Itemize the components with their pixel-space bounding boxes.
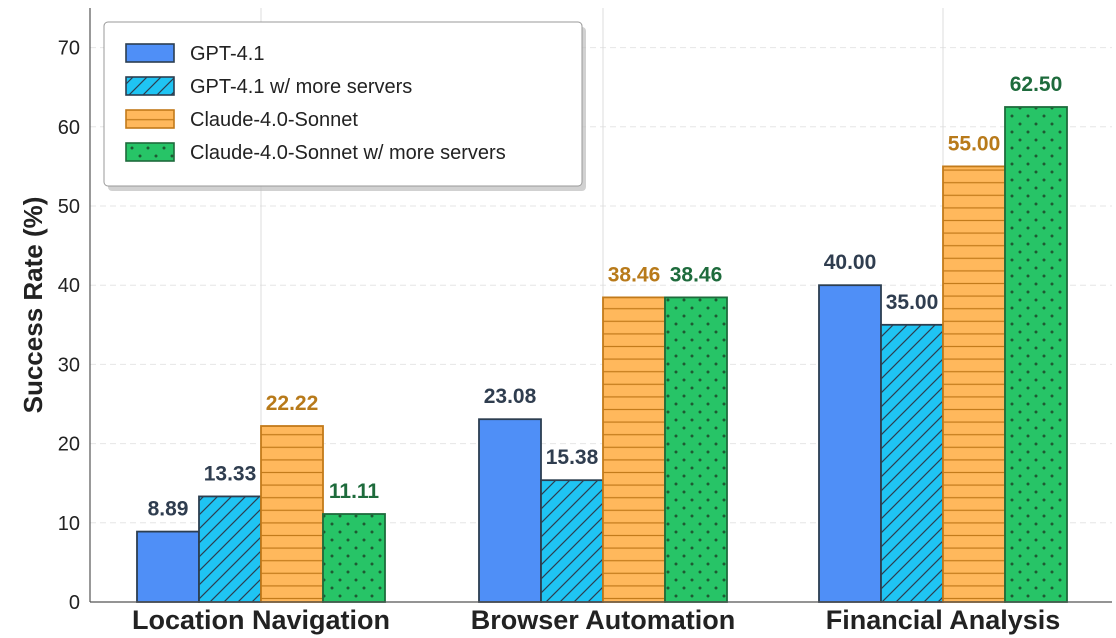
- legend-swatch: [125, 142, 175, 162]
- y-tick-label: 20: [58, 434, 80, 456]
- bar-value-label: 35.00: [886, 291, 939, 314]
- bar-value-label: 23.08: [484, 385, 537, 408]
- bar: [198, 495, 262, 603]
- y-tick-label: 50: [58, 196, 80, 218]
- bar: [322, 513, 386, 603]
- legend-entry-label: GPT-4.1: [190, 43, 264, 65]
- x-tick-label: Financial Analysis: [826, 605, 1061, 635]
- legend-entry-label: GPT-4.1 w/ more servers: [190, 76, 412, 98]
- bar: [540, 479, 604, 603]
- bar: [818, 284, 882, 603]
- bar-value-label: 40.00: [824, 251, 877, 274]
- y-axis-label: Success Rate (%): [18, 197, 48, 414]
- bar-value-label: 11.11: [329, 480, 380, 503]
- bar: [664, 296, 728, 603]
- bar: [260, 425, 324, 603]
- y-tick-label: 30: [58, 354, 80, 376]
- bar-value-label: 15.38: [546, 446, 599, 469]
- bar-value-label: 38.46: [670, 263, 723, 286]
- legend-entry-label: Claude-4.0-Sonnet: [190, 109, 358, 131]
- bar-value-label: 8.89: [148, 498, 189, 521]
- bar-value-label: 62.50: [1010, 73, 1063, 96]
- y-tick-label: 40: [58, 275, 80, 297]
- bar: [942, 165, 1006, 603]
- bar: [602, 296, 666, 603]
- bar-value-label: 55.00: [948, 132, 1001, 155]
- bar: [880, 323, 944, 603]
- y-tick-label: 70: [58, 38, 80, 60]
- bar: [1004, 106, 1068, 603]
- y-tick-label: 10: [58, 513, 80, 535]
- y-tick-label: 60: [58, 117, 80, 139]
- legend-entry-label: Claude-4.0-Sonnet w/ more servers: [190, 142, 506, 164]
- bar-value-label: 22.22: [266, 392, 319, 415]
- legend-swatch: [125, 109, 175, 129]
- x-tick-label: Browser Automation: [471, 605, 736, 635]
- legend-swatch: [125, 43, 175, 63]
- legend: [103, 21, 583, 187]
- bar: [136, 530, 200, 603]
- legend-swatch: [125, 76, 175, 96]
- bar-value-label: 13.33: [204, 462, 257, 485]
- bar: [478, 418, 542, 603]
- bar-value-label: 38.46: [608, 263, 661, 286]
- y-tick-label: 0: [69, 592, 80, 614]
- x-tick-label: Location Navigation: [132, 605, 390, 635]
